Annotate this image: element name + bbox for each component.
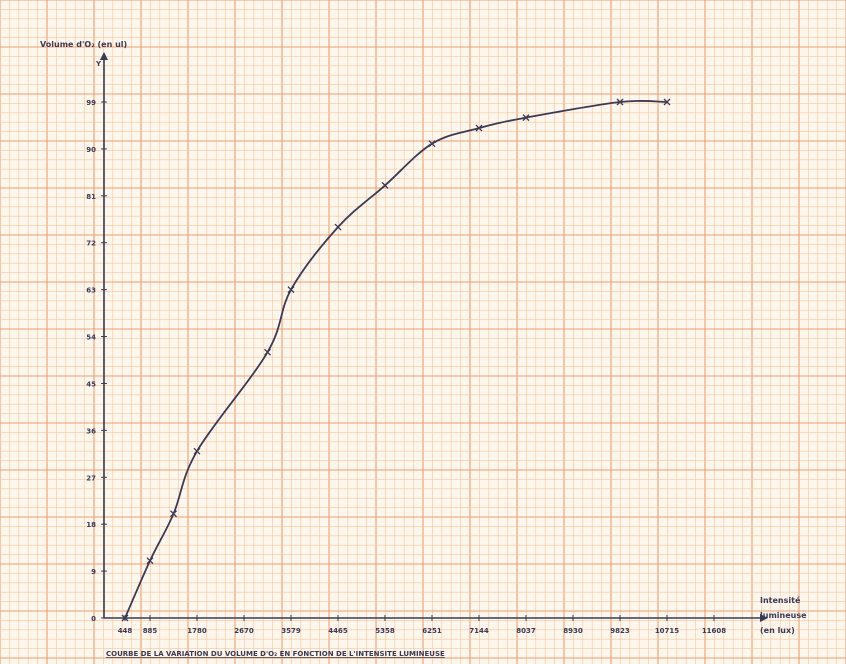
data-point-marker — [475, 124, 483, 132]
x-axis-title-line-3: (en lux) — [760, 626, 795, 635]
y-tick-label: 72 — [86, 240, 96, 248]
x-tick-label: 448 — [118, 627, 133, 635]
x-tick-label: 10715 — [655, 627, 679, 635]
y-tick-label: 54 — [86, 334, 96, 342]
chart-caption: COURBE DE LA VARIATION DU VOLUME D'O₂ EN… — [106, 650, 445, 658]
x-axis-title-line-1: Intensité — [760, 595, 801, 605]
x-axis-title-line-2: lumineuse — [760, 611, 807, 620]
y-tick-label: 18 — [86, 521, 96, 529]
x-tick-label: 4465 — [328, 627, 348, 635]
y-tick-label: 81 — [86, 193, 96, 201]
y-tick-label: 0 — [91, 615, 96, 623]
y-tick-label: 27 — [86, 474, 96, 482]
y-tick-label: 45 — [86, 380, 96, 388]
y-tick-label: 90 — [86, 146, 96, 154]
x-axis-arrowhead — [760, 614, 768, 622]
y-axis-title: Volume d'O₂ (en ul) — [40, 40, 127, 49]
ticks: 448 885 1780 2670 3579 4465 5358 6251 7144 8037 89… — [86, 99, 726, 635]
x-tick-label: 9823 — [610, 627, 630, 635]
data-point-marker — [663, 98, 671, 106]
x-tick-label: 8930 — [563, 627, 583, 635]
x-tick-label: 8037 — [516, 627, 536, 635]
data-point-marker — [264, 348, 271, 356]
y-tick-label: 63 — [86, 287, 96, 295]
data-point-marker — [381, 181, 389, 189]
data-point-marker — [121, 614, 129, 622]
x-tick-label: 7144 — [469, 627, 489, 635]
y-tick-label: 36 — [86, 427, 96, 435]
x-tick-label: 2670 — [234, 627, 254, 635]
y-tick-label: 99 — [86, 99, 96, 107]
data-point-marker — [522, 114, 530, 122]
data-point-marker — [287, 286, 295, 294]
series-group — [121, 98, 671, 622]
x-tick-label: 11608 — [702, 627, 726, 635]
data-point-marker — [616, 98, 624, 106]
x-tick-label: 3579 — [281, 627, 301, 635]
data-point-marker — [428, 140, 436, 148]
x-tick-label: 6251 — [422, 627, 442, 635]
y-axis-arrowhead — [100, 52, 108, 60]
y-tick-label: 9 — [91, 568, 96, 576]
data-point-marker — [146, 557, 154, 565]
data-point-marker — [170, 510, 177, 518]
y-axis-arrow-label: Y — [95, 60, 102, 68]
data-point-marker — [193, 447, 201, 455]
x-tick-label: 5358 — [375, 627, 395, 635]
x-tick-label: 885 — [143, 627, 158, 635]
data-point-marker — [334, 223, 342, 231]
x-tick-label: 1780 — [187, 627, 207, 635]
